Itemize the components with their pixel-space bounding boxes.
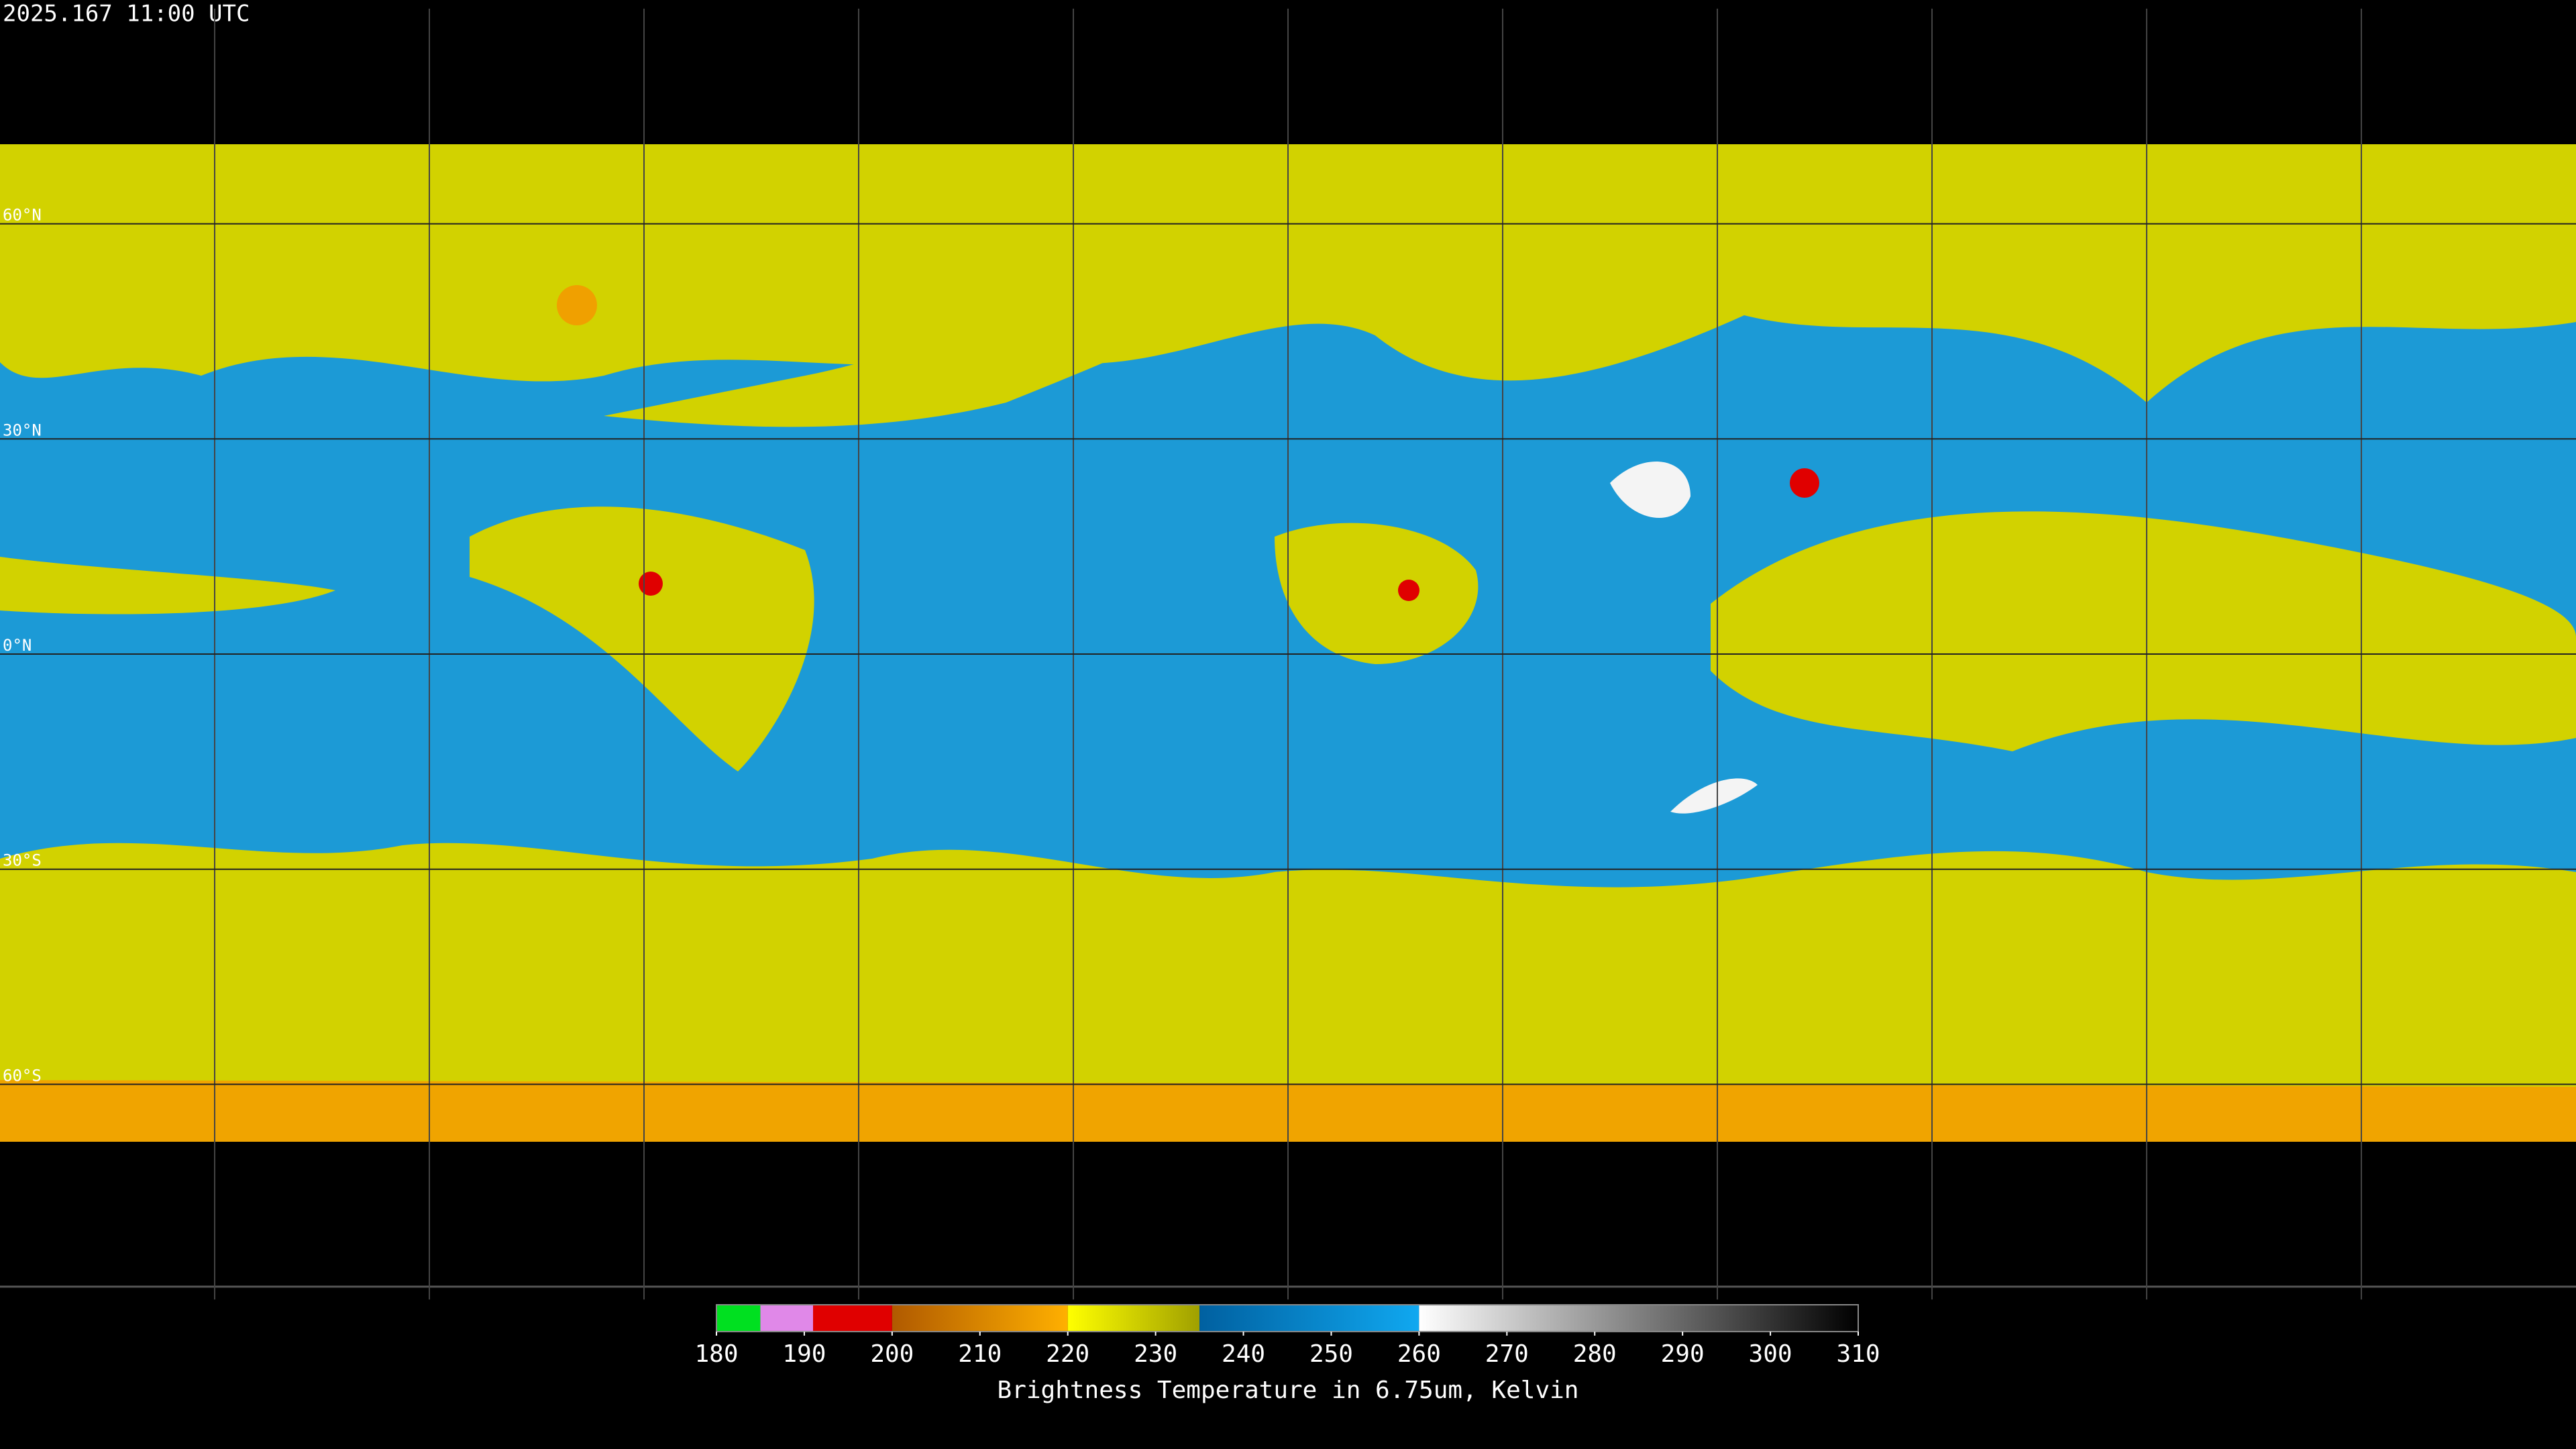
convective-cell [639,572,663,596]
latitude-label: 0°N [3,636,32,655]
colorbar-tick-label: 230 [1134,1340,1177,1368]
colorbar-segment [716,1305,761,1332]
colorbar-tick-label: 190 [782,1340,826,1368]
colorbar-segment [760,1305,814,1332]
colorbar-segment [1419,1305,1858,1332]
jet-band [604,221,1279,427]
convective-cell [1790,468,1819,498]
colorbar-frame [716,1304,1859,1332]
dry-area [1670,778,1758,814]
colorbar-tick-label: 250 [1309,1340,1353,1368]
latitude-label: 30°N [3,421,42,439]
dry-area [1610,461,1690,519]
colorbar-tick-label: 260 [1397,1340,1441,1368]
colorbar-title: Brightness Temperature in 6.75um, Kelvin [998,1377,1579,1404]
convective-cell [1398,580,1419,601]
asian-monsoon [1711,511,2576,751]
colorbar-tick-label: 280 [1573,1340,1617,1368]
latitude-label: 60°S [3,1066,42,1085]
colorbar-segment [1067,1305,1200,1332]
colorbar-segment [892,1305,1068,1332]
central-america-convection [470,506,814,771]
latitude-label: 60°N [3,206,42,225]
convective-cell [557,285,597,325]
latitude-label: 30°S [3,851,42,870]
colorbar-tick-label: 210 [958,1340,1002,1368]
colorbar-tick-label: 290 [1661,1340,1705,1368]
colorbar-tick-label: 220 [1046,1340,1089,1368]
colorbar-tick-label: 310 [1836,1340,1880,1368]
colorbar-segment [1199,1305,1419,1332]
africa-convection [1275,523,1479,664]
itcz [0,557,335,614]
colorbar-tick-label: 300 [1749,1340,1792,1368]
timestamp: 2025.167 11:00 UTC [3,1,250,28]
colorbar-segment [813,1305,892,1332]
colorbar-tick-label: 270 [1485,1340,1529,1368]
colorbar-tick-label: 200 [870,1340,914,1368]
colorbar-tick-label: 240 [1222,1340,1265,1368]
colorbar-tick-label: 180 [694,1340,738,1368]
